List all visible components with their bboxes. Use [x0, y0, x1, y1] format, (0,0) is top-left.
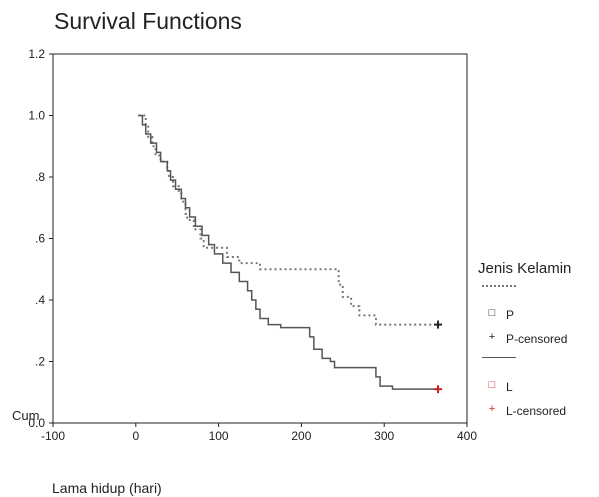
plot-frame — [52, 53, 468, 424]
y-tick-label: .4 — [35, 293, 45, 307]
x-tick-label: 400 — [457, 429, 477, 443]
legend-label-p-censored: P-censored — [506, 332, 568, 346]
y-tick-label: .6 — [35, 232, 45, 246]
x-tick-label: -100 — [41, 429, 65, 443]
series-line-p — [138, 114, 439, 326]
x-tick-label: 100 — [209, 429, 229, 443]
y-tick-label: 1.2 — [28, 47, 45, 61]
legend-label-p: P — [506, 308, 515, 322]
curves — [138, 114, 443, 394]
x-tick-label: 200 — [291, 429, 311, 443]
open-square-red-icon: □ — [488, 379, 496, 391]
legend-label-l: L — [506, 380, 513, 394]
y-tick-label: .2 — [35, 355, 45, 369]
y-tick-label: 0.0 — [28, 416, 45, 430]
legend-item-p-censored: + P-censored — [478, 327, 599, 351]
x-tick-label: 300 — [374, 429, 394, 443]
legend-item-l: □ L — [478, 375, 599, 399]
axis-ticks: 0.0 .2 .4 .6 .8 1.0 1.2 -100 0 100 200 300 400 — [28, 47, 477, 443]
legend-line-l — [478, 351, 599, 375]
y-tick-label: .8 — [35, 170, 45, 184]
x-tick-label: 0 — [132, 429, 139, 443]
y-axis-label: Cum — [12, 408, 40, 423]
plus-red-icon: + — [488, 403, 496, 415]
x-axis-label: Lama hidup (hari) — [52, 480, 162, 496]
legend-item-l-censored: + L-censored — [478, 399, 599, 423]
legend-line-p — [478, 279, 599, 303]
legend-title: Jenis Kelamin — [478, 260, 572, 277]
series-line-l — [138, 114, 439, 390]
y-tick-label: 1.0 — [28, 109, 45, 123]
plus-icon: + — [488, 331, 496, 343]
legend: Jenis Kelamin □ P + P-censored □ L + L-c… — [478, 260, 599, 423]
open-square-icon: □ — [488, 307, 496, 319]
legend-label-l-censored: L-censored — [506, 404, 567, 418]
legend-item-p: □ P — [478, 303, 599, 327]
plot-border — [52, 53, 468, 424]
chart-title: Survival Functions — [54, 8, 242, 34]
